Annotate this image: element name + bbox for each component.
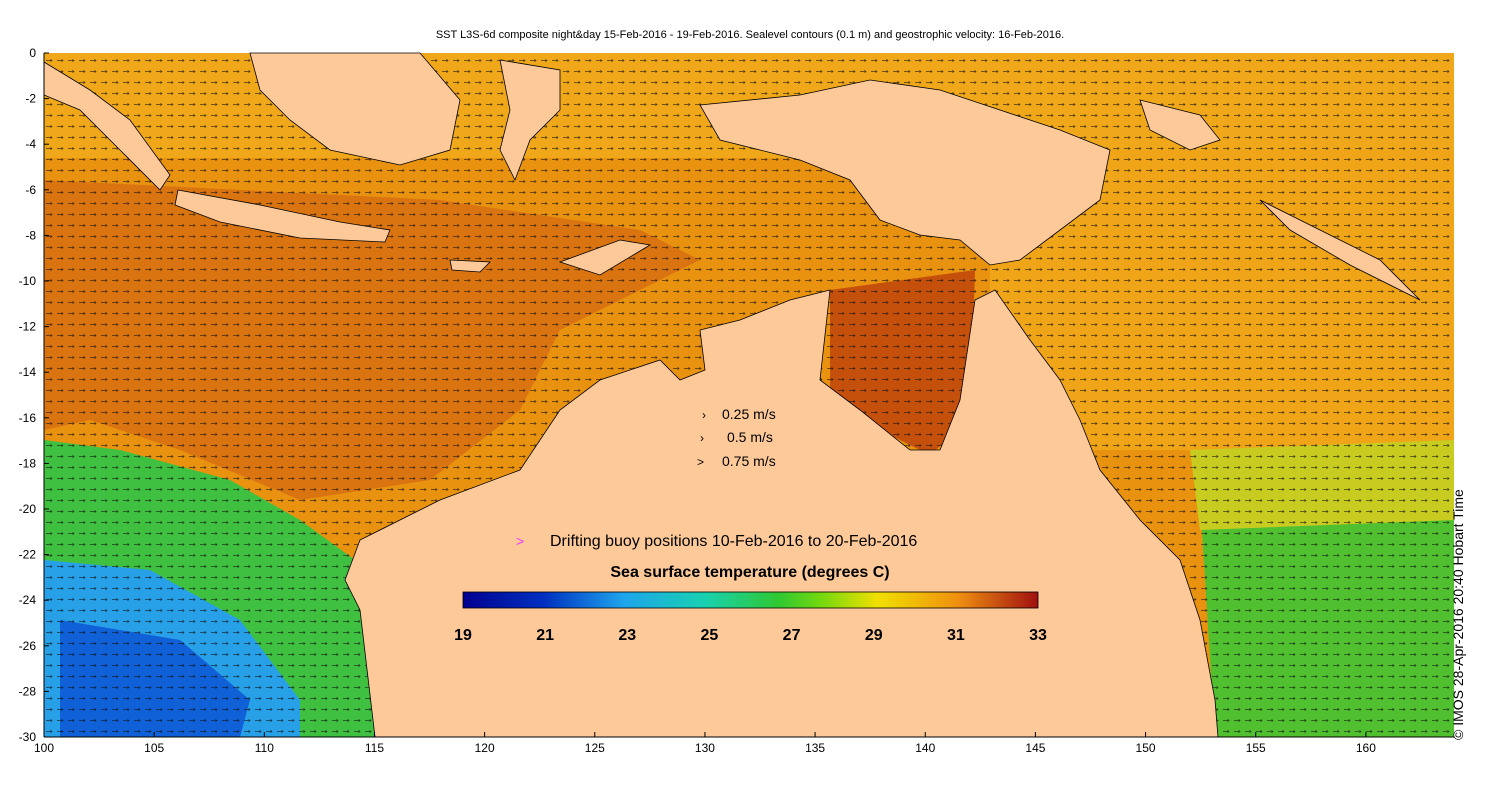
y-tick-label: -6	[25, 183, 36, 197]
land-timor	[558, 239, 652, 276]
x-tick-label: 120	[475, 741, 495, 755]
y-tick-label: 0	[29, 46, 36, 60]
y-tick-label: -22	[19, 548, 37, 562]
colorbar-tick-label: 31	[947, 627, 965, 644]
land-new-britain	[1139, 99, 1221, 151]
colorbar-tick-label: 33	[1029, 627, 1047, 644]
velocity-arrow-3: >	[697, 455, 704, 469]
colorbar-tick-label: 21	[536, 627, 554, 644]
x-tick-label: 155	[1246, 741, 1266, 755]
y-tick-label: -18	[19, 456, 37, 470]
y-tick-label: -20	[19, 502, 37, 516]
x-tick-label: 100	[34, 741, 54, 755]
x-tick-label: 150	[1136, 741, 1156, 755]
y-tick-label: -4	[25, 137, 36, 151]
velocity-legend: › 0.25 m/s › 0.5 m/s > 0.75 m/s	[697, 406, 776, 469]
velocity-arrow-2: ›	[700, 431, 704, 445]
y-tick-label: -26	[19, 639, 37, 653]
colorbar-tick-label: 19	[454, 627, 472, 644]
y-tick-label: -12	[19, 320, 37, 334]
x-tick-label: 110	[255, 741, 274, 755]
y-tick-label: -14	[19, 365, 37, 379]
land-australia	[344, 289, 1219, 738]
y-axis-ticks: 0 -2 -4 -6 -8 -10 -12 -14 -16 -18 -20 -22 -24 -26 -28 -…	[19, 46, 49, 744]
colorbar	[462, 591, 1039, 609]
x-tick-label: 105	[144, 741, 164, 755]
land-java	[174, 189, 391, 243]
land-new-guinea	[699, 79, 1111, 266]
velocity-label-3: 0.75 m/s	[722, 453, 776, 469]
land-sulawesi	[499, 59, 561, 181]
x-axis-ticks: 100 105 110 115 120 125 130 135 140 145 150 155 160	[34, 732, 1376, 755]
x-tick-label: 160	[1356, 741, 1376, 755]
velocity-label-1: 0.25 m/s	[722, 406, 776, 422]
buoy-legend-label: Drifting buoy positions 10-Feb-2016 to 2…	[550, 533, 917, 550]
velocity-label-2: 0.5 m/s	[727, 429, 773, 445]
y-tick-label: -10	[19, 274, 37, 288]
y-tick-label: -24	[19, 593, 37, 607]
y-tick-label: -16	[19, 411, 37, 425]
x-tick-label: 140	[915, 741, 935, 755]
land-sumba	[449, 259, 491, 273]
land-borneo	[249, 52, 461, 166]
y-tick-label: -30	[19, 730, 37, 744]
colorbar-tick-label: 25	[701, 627, 719, 644]
x-tick-label: 125	[585, 741, 605, 755]
land-sumatra	[43, 61, 171, 191]
credit-text: © IMOS 28-Apr-2016 20:40 Hobart Time	[1450, 489, 1466, 740]
land-solomons	[1259, 199, 1421, 301]
colorbar-tick-label: 27	[783, 627, 801, 644]
y-tick-label: -8	[25, 228, 36, 242]
y-tick-label: -28	[19, 684, 37, 698]
velocity-arrow-1: ›	[702, 408, 706, 422]
colorbar-title: Sea surface temperature (degrees C)	[610, 564, 889, 581]
x-tick-label: 145	[1025, 741, 1045, 755]
colorbar-ticks: 19 21 23 25 27 29 31 33	[454, 627, 1047, 644]
colorbar-tick-label: 29	[865, 627, 883, 644]
colorbar-tick-label: 23	[618, 627, 636, 644]
x-tick-label: 130	[695, 741, 715, 755]
map-title: SST L3S-6d composite night&day 15-Feb-20…	[435, 29, 1065, 41]
x-tick-label: 115	[365, 741, 384, 755]
y-tick-label: -2	[25, 92, 36, 106]
x-tick-label: 135	[805, 741, 825, 755]
buoy-marker: >	[516, 533, 524, 549]
